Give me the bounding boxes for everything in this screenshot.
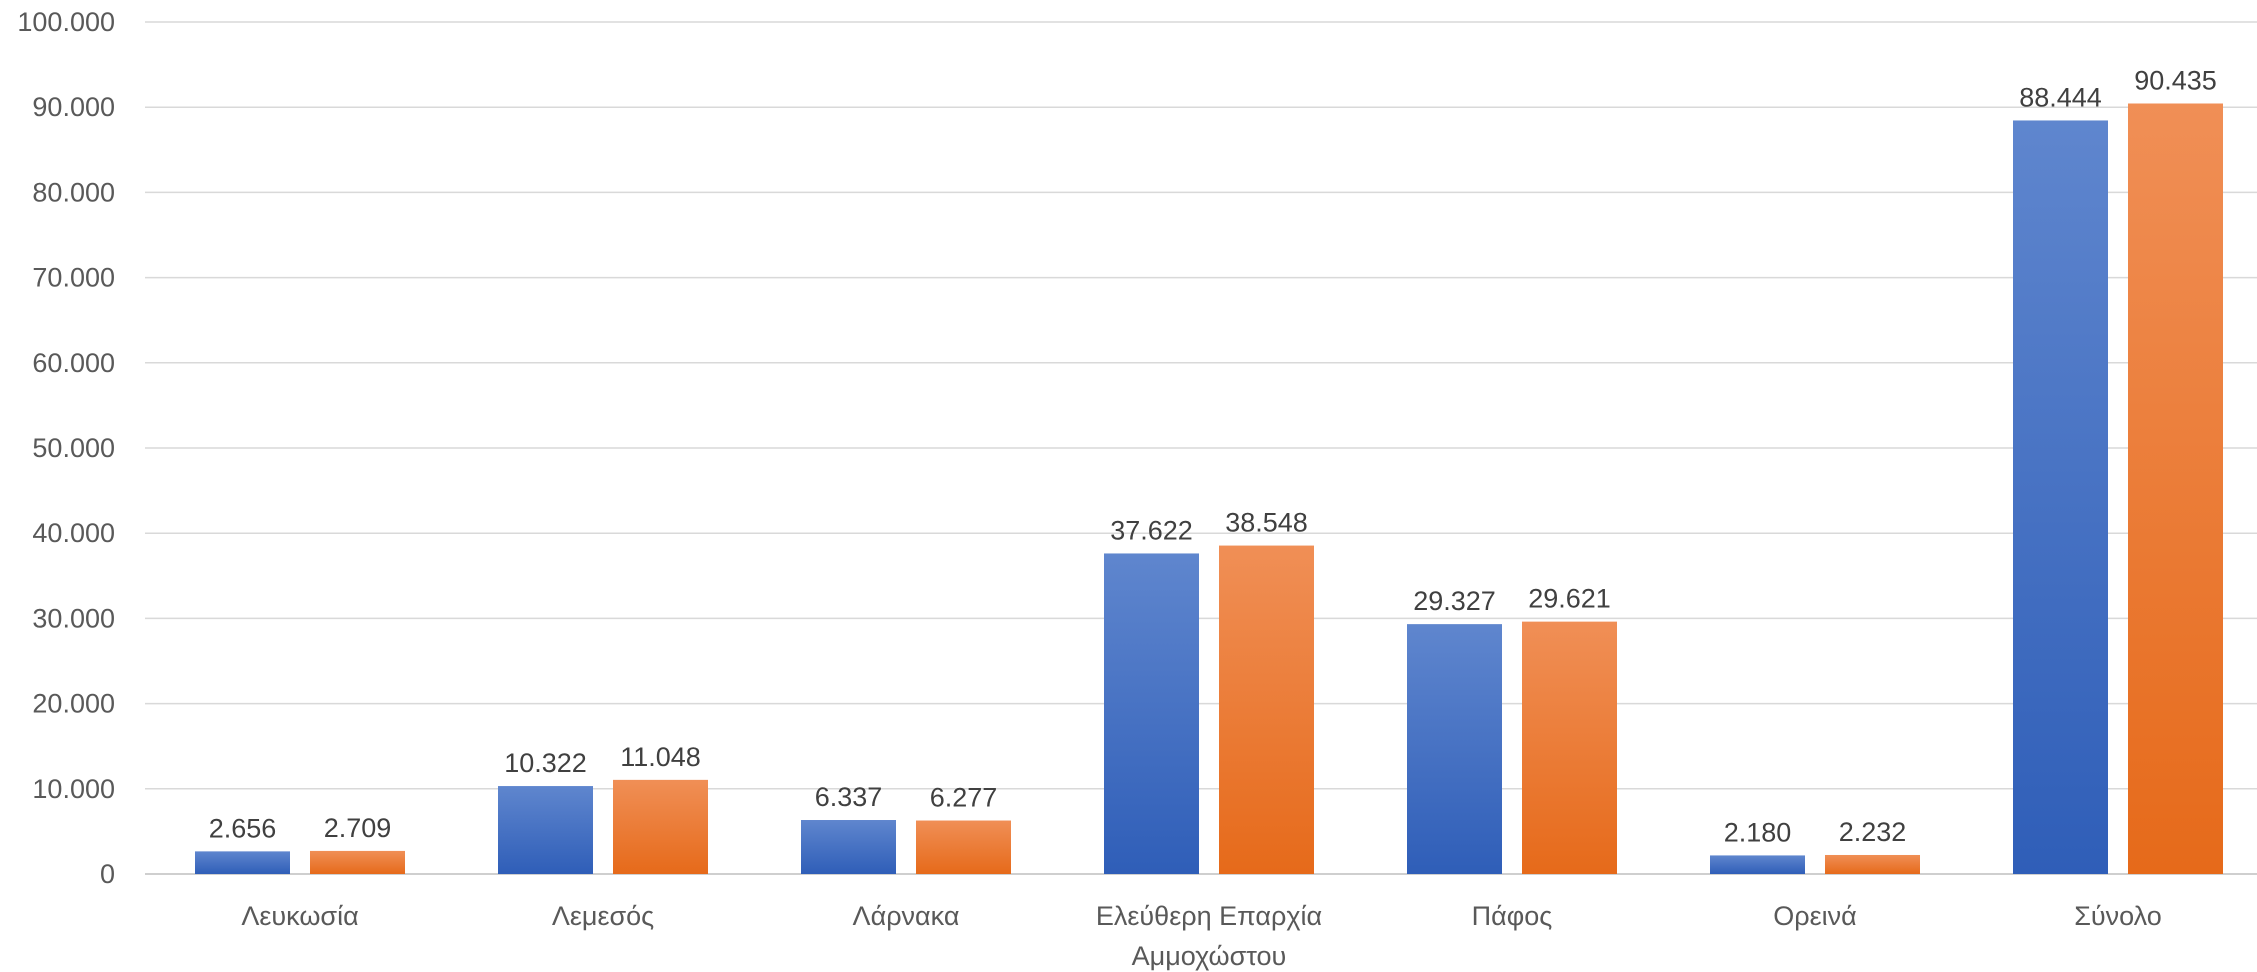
data-label: 88.444 bbox=[2019, 82, 2102, 112]
x-category-label: Ορεινά bbox=[1773, 901, 1857, 931]
data-label: 6.337 bbox=[815, 782, 883, 812]
y-tick-label: 40.000 bbox=[32, 518, 115, 548]
y-axis-tick-labels: 0 10.000 20.000 30.000 40.000 50.000 60.000 70.… bbox=[17, 7, 115, 889]
bar-series-2-3 bbox=[1219, 545, 1314, 874]
x-category-label: Ελεύθερη Επαρχία Αμμοχώστου bbox=[1096, 901, 1322, 971]
bar-series-1-0 bbox=[195, 851, 290, 874]
bar-series-2-0 bbox=[310, 850, 405, 874]
gridlines bbox=[145, 21, 2257, 875]
data-label: 37.622 bbox=[1110, 515, 1193, 545]
y-tick-label: 30.000 bbox=[32, 603, 115, 633]
bar-series-1-6 bbox=[2013, 120, 2108, 874]
bar-series-1-5 bbox=[1710, 855, 1805, 874]
y-tick-label: 60.000 bbox=[32, 348, 115, 378]
bar-series-1-2 bbox=[801, 820, 896, 874]
x-category-label: Λευκωσία bbox=[241, 901, 358, 931]
bar-series-2-6 bbox=[2128, 103, 2223, 875]
y-tick-label: 0 bbox=[100, 859, 115, 889]
data-label: 11.048 bbox=[620, 742, 701, 772]
bar-series-2-2 bbox=[916, 820, 1011, 874]
x-category-label: Λάρνακα bbox=[853, 901, 960, 931]
x-category-label: Λεμεσός bbox=[552, 901, 654, 931]
data-label: 10.322 bbox=[504, 748, 587, 778]
data-label: 2.656 bbox=[209, 813, 277, 843]
data-label: 2.232 bbox=[1839, 817, 1907, 847]
y-tick-label: 20.000 bbox=[32, 689, 115, 719]
x-axis-category-labels: Λευκωσία Λεμεσός Λάρνακα Ελεύθερη Επαρχία Αμ… bbox=[241, 901, 2161, 971]
data-label: 90.435 bbox=[2134, 65, 2217, 95]
y-tick-label: 50.000 bbox=[32, 433, 115, 463]
data-label: 29.327 bbox=[1413, 586, 1496, 616]
bars bbox=[195, 103, 2223, 875]
data-label: 6.277 bbox=[930, 783, 998, 813]
data-label: 38.548 bbox=[1225, 508, 1308, 538]
y-tick-label: 100.000 bbox=[17, 7, 115, 37]
y-tick-label: 80.000 bbox=[32, 177, 115, 207]
bar-series-2-1 bbox=[613, 779, 708, 874]
x-category-label: Πάφος bbox=[1472, 901, 1553, 931]
bar-series-2-5 bbox=[1825, 854, 1920, 874]
data-label: 29.621 bbox=[1528, 584, 1611, 614]
bar-series-1-3 bbox=[1104, 553, 1199, 874]
bar-series-1-1 bbox=[498, 786, 593, 874]
y-tick-label: 10.000 bbox=[32, 774, 115, 804]
data-label: 2.709 bbox=[324, 813, 392, 843]
bar-series-1-4 bbox=[1407, 624, 1502, 874]
x-category-label: Σύνολο bbox=[2074, 901, 2162, 931]
data-label: 2.180 bbox=[1724, 817, 1792, 847]
y-tick-label: 70.000 bbox=[32, 263, 115, 293]
y-tick-label: 90.000 bbox=[32, 92, 115, 122]
bar-series-2-4 bbox=[1522, 621, 1617, 874]
data-labels: 2.656 2.709 10.322 11.048 6.337 6.277 37.622 38… bbox=[209, 65, 2217, 847]
